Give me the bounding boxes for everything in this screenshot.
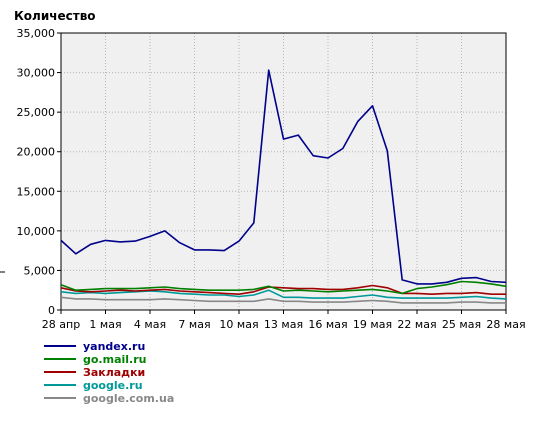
- series-line-go-mail-ru: [60, 280, 507, 295]
- x-tick-label: 28 мая: [486, 318, 525, 331]
- legend-item: google.ru: [44, 379, 143, 392]
- x-tick-label: 22 мая: [397, 318, 436, 331]
- series-line-google-ru: [60, 289, 507, 300]
- legend-item: Закладки: [44, 366, 145, 379]
- legend-label: google.ru: [83, 379, 143, 392]
- series-lines: [60, 69, 507, 304]
- grid-lines: [61, 33, 506, 310]
- x-tick-label: 4 мая: [134, 318, 166, 331]
- series-line-yandex-ru: [60, 69, 507, 285]
- legend-label: google.com.ua: [83, 392, 174, 405]
- legend-label: Закладки: [83, 366, 145, 379]
- y-axis: 0 5,000 10,000 15,000 20,000 25,000 30,000 35,0…: [17, 27, 61, 317]
- y-tick-label: 35,000: [17, 27, 56, 40]
- legend-item: yandex.ru: [44, 340, 145, 353]
- series-line-закладки: [60, 284, 506, 296]
- x-tick-label: 7 мая: [178, 318, 210, 331]
- y-tick-label: 10,000: [17, 225, 56, 238]
- x-tick-label: 10 мая: [219, 318, 258, 331]
- x-axis: 28 апр 1 мая 4 мая 7 мая 10 мая 13 мая 16 мая 1…: [42, 310, 526, 331]
- x-tick-label: 1 мая: [89, 318, 121, 331]
- legend: yandex.rugo.mail.ruЗакладкиgoogle.rugoog…: [44, 340, 174, 405]
- x-tick-label: 13 мая: [264, 318, 303, 331]
- legend-item: google.com.ua: [44, 392, 174, 405]
- y-tick-label: 5,000: [24, 264, 56, 277]
- y-tick-label: 25,000: [17, 106, 56, 119]
- x-tick-label: 28 апр: [42, 318, 80, 331]
- y-tick-label: 15,000: [17, 185, 56, 198]
- y-tick-label: 30,000: [17, 67, 56, 80]
- legend-item: go.mail.ru: [44, 353, 146, 366]
- legend-label: go.mail.ru: [83, 353, 146, 366]
- legend-label: yandex.ru: [83, 340, 145, 353]
- x-tick-label: 25 мая: [442, 318, 481, 331]
- x-tick-label: 19 мая: [353, 318, 392, 331]
- y-axis-title: Количество: [14, 9, 96, 23]
- series-line-google-com-ua: [60, 296, 506, 304]
- y-tick-label: 0: [48, 304, 55, 317]
- y-tick-label: 20,000: [17, 146, 56, 159]
- x-tick-label: 16 мая: [308, 318, 347, 331]
